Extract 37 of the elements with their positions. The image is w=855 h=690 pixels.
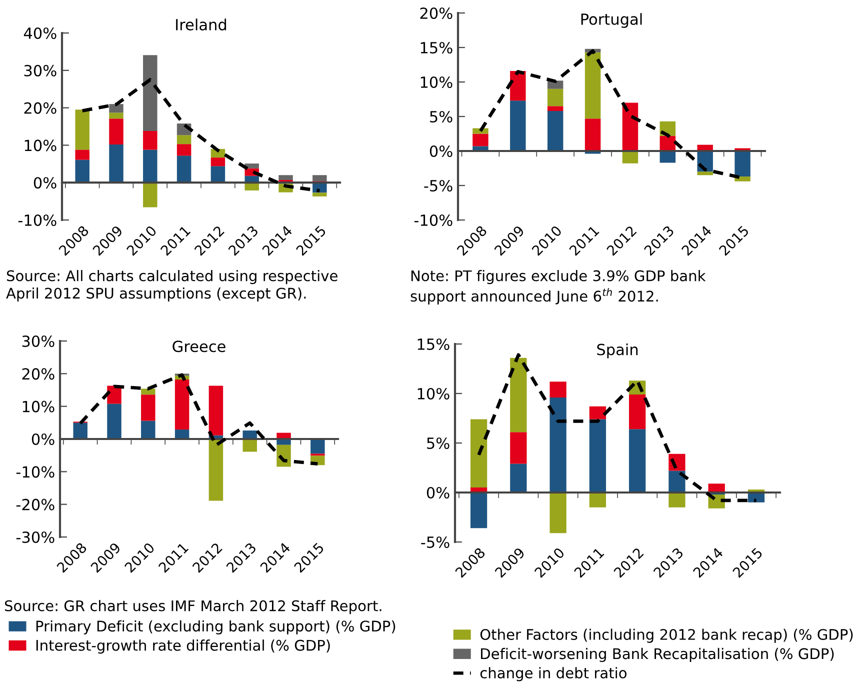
y-tick-label: 10%	[22, 400, 54, 412]
y-tick-label: -5%	[421, 536, 450, 548]
y-tick-label: 0%	[430, 145, 452, 158]
y-tick-label: 20%	[24, 102, 56, 114]
legend-label: Primary Deficit (excluding bank support) (% GDP)	[36, 620, 396, 634]
chart-title: Ireland	[176, 18, 226, 30]
y-tick-label: 30%	[22, 335, 54, 348]
legend-label: Deficit-worsening Bank Recapitalisation (% GDP)	[481, 648, 834, 662]
y-tick-label: -10%	[16, 466, 54, 478]
y-tick-label: 5%	[427, 437, 450, 450]
y-tick-label: 20%	[22, 368, 54, 380]
legend-label: Interest-growth rate differential (% GDP)	[36, 640, 330, 654]
legend-label: Other Factors (including 2012 bank recap) (% GDP)	[480, 628, 853, 643]
y-tick-label: 40%	[24, 27, 56, 40]
legend-label: change in debt ratio	[480, 667, 626, 682]
y-tick-label: 5%	[430, 110, 452, 123]
text: Note: PT figures exclude 3.9% GDP bank support announced June 6$^{th}$ 2012.	[410, 270, 706, 305]
y-tick-label: -20%	[16, 498, 54, 510]
y-tick-label: 0%	[426, 486, 450, 499]
y-tick-label: 30%	[24, 64, 56, 76]
y-tick-label: 10%	[420, 76, 452, 88]
y-tick-label: -5%	[424, 180, 452, 192]
y-tick-label: 0%	[34, 177, 56, 189]
y-tick-label: -30%	[16, 531, 54, 544]
y-tick-label: 15%	[420, 42, 452, 54]
y-tick-label: -10%	[414, 214, 452, 226]
y-tick-label: -10%	[18, 214, 56, 226]
y-tick-label: 10%	[24, 140, 56, 152]
chart-title: Greece	[172, 340, 226, 352]
y-tick-label: 20%	[420, 7, 452, 20]
source-note: Source: All charts calculated using respective April 2012 SPU assumptions (except GR).	[6, 270, 338, 302]
source-note: Source: GR chart uses IMF March 2012 Staff Report.	[4, 600, 382, 614]
chart-title: Portugal	[581, 13, 642, 28]
y-tick-label: 0%	[32, 433, 54, 446]
y-tick-label: 10%	[418, 388, 450, 400]
y-tick-label: 15%	[418, 338, 450, 350]
chart-title: Spain	[597, 343, 638, 358]
